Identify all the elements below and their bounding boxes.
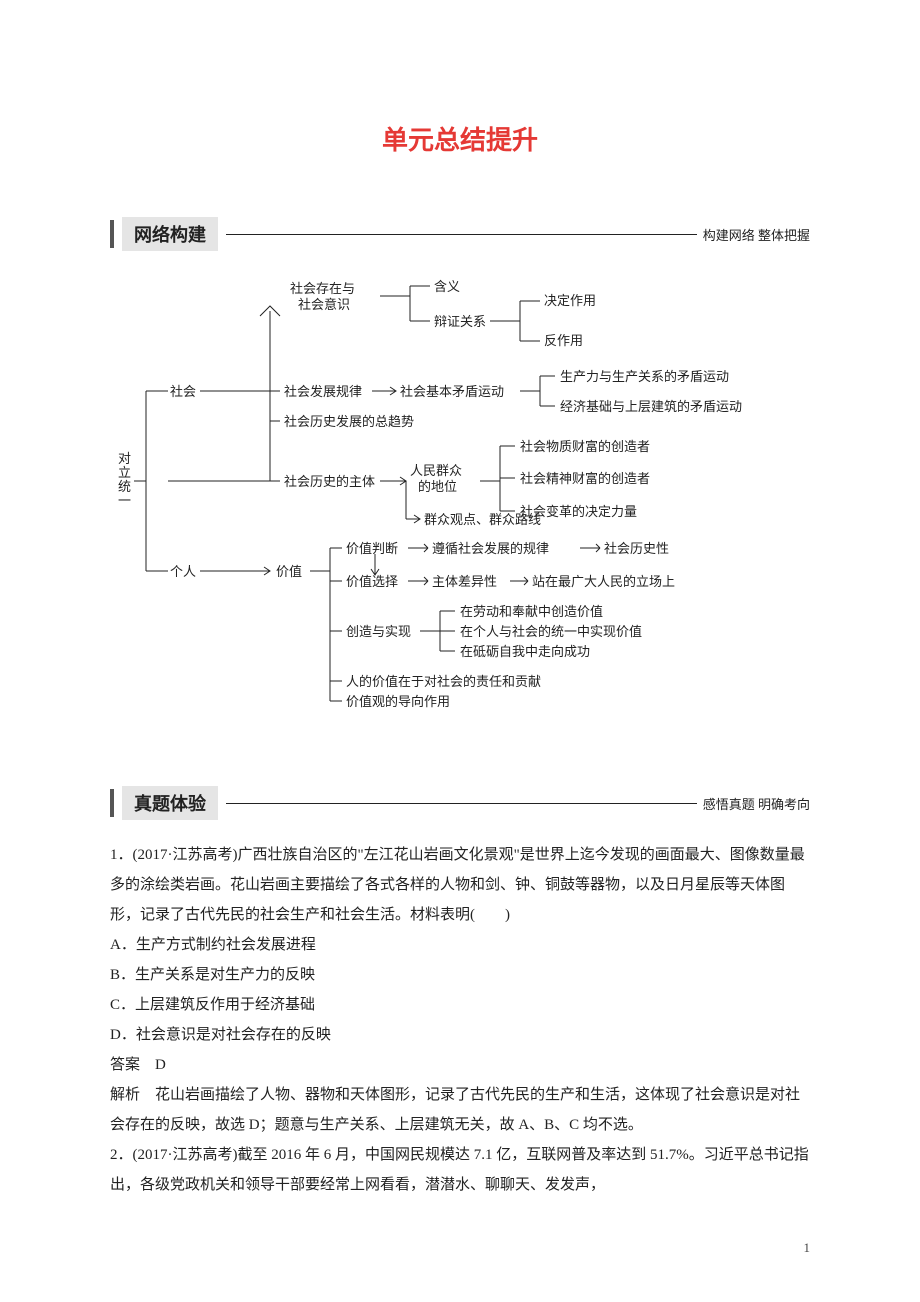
- page-number: 1: [110, 1240, 810, 1256]
- q1-option-b: B．生产关系是对生产力的反映: [110, 960, 810, 990]
- section-caption-exam: 感悟真题 明确考向: [703, 794, 810, 813]
- node-wzcf: 社会物质财富的创造者: [520, 439, 650, 454]
- section-header-exam: 真题体验 感悟真题 明确考向: [110, 786, 810, 820]
- node-bzgx: 辩证关系: [434, 314, 486, 329]
- node-duili3: 统: [118, 479, 131, 494]
- q1-explain: 解析 花山岩画描绘了人物、器物和天体图形，记录了古代先民的生产和生活，这体现了社…: [110, 1080, 810, 1140]
- section-label-exam: 真题体验: [122, 786, 218, 820]
- node-czsx: 创造与实现: [346, 624, 411, 639]
- node-jzgdx: 价值观的导向作用: [346, 694, 450, 709]
- section-bar: [110, 220, 114, 248]
- page-title: 单元总结提升: [110, 120, 810, 157]
- node-shlsfz: 社会历史发展的总趋势: [284, 414, 414, 429]
- q1-option-d: D．社会意识是对社会存在的反映: [110, 1020, 810, 1050]
- node-jscf: 社会精神财富的创造者: [520, 471, 650, 486]
- node-shlsx: 社会历史性: [604, 541, 669, 556]
- node-sczy2: 社会意识: [298, 297, 350, 312]
- q1-option-c: C．上层建筑反作用于经济基础: [110, 990, 810, 1020]
- diagram-svg: 对 立 统 一 社会 个人 社会存在与 社会意识 含义 辩证关系 决定作用 反作…: [110, 271, 810, 751]
- node-scl: 生产力与生产关系的矛盾运动: [560, 369, 729, 384]
- node-jdzy: 决定作用: [544, 293, 596, 308]
- node-shehui: 社会: [170, 384, 196, 399]
- node-shlszt: 社会历史的主体: [284, 474, 375, 489]
- section-bar: [110, 789, 114, 817]
- node-shfgl: 社会发展规律: [284, 384, 362, 399]
- q2-stem: 2．(2017·江苏高考)截至 2016 年 6 月，中国网民规模达 7.1 亿…: [110, 1140, 810, 1200]
- node-zzgd: 站在最广大人民的立场上: [532, 574, 675, 589]
- node-jzxz: 价值选择: [346, 574, 398, 589]
- page: 单元总结提升 网络构建 构建网络 整体把握: [0, 0, 920, 1296]
- node-rmqz1: 人民群众: [410, 463, 462, 478]
- node-ztcy: 主体差异性: [432, 574, 497, 589]
- node-hanyi: 含义: [434, 279, 460, 294]
- node-jiazhi: 价值: [276, 564, 302, 579]
- node-rmqz2: 的地位: [418, 479, 457, 494]
- node-shjmyd: 社会基本矛盾运动: [400, 384, 504, 399]
- node-sczy1: 社会存在与: [290, 281, 355, 296]
- q1-answer: 答案 D: [110, 1050, 810, 1080]
- node-fzy: 反作用: [544, 333, 583, 348]
- node-duili4: 一: [118, 493, 131, 508]
- q1-option-a: A．生产方式制约社会发展进程: [110, 930, 810, 960]
- section-line: [226, 234, 697, 235]
- node-dlzs: 在砥砺自我中走向成功: [460, 644, 590, 659]
- node-grsh: 在个人与社会的统一中实现价值: [460, 624, 642, 639]
- question-block: 1．(2017·江苏高考)广西壮族自治区的"左江花山岩画文化景观"是世界上迄今发…: [110, 840, 810, 1200]
- node-jzpd: 价值判断: [346, 541, 398, 556]
- section-label-network: 网络构建: [122, 217, 218, 251]
- node-jjc: 经济基础与上层建筑的矛盾运动: [560, 399, 742, 414]
- section-line: [226, 803, 697, 804]
- section-caption-network: 构建网络 整体把握: [703, 225, 810, 244]
- concept-diagram: 对 立 统 一 社会 个人 社会存在与 社会意识 含义 辩证关系 决定作用 反作…: [110, 271, 810, 756]
- node-qzgd: 群众观点、群众路线: [424, 512, 541, 527]
- node-duili: 对: [118, 451, 131, 466]
- node-zxgl: 遵循社会发展的规律: [432, 541, 549, 556]
- q1-stem: 1．(2017·江苏高考)广西壮族自治区的"左江花山岩画文化景观"是世界上迄今发…: [110, 840, 810, 930]
- node-duili2: 立: [118, 465, 131, 480]
- node-rjz: 人的价值在于对社会的责任和贡献: [346, 674, 541, 689]
- section-header-network: 网络构建 构建网络 整体把握: [110, 217, 810, 251]
- node-ldfx: 在劳动和奉献中创造价值: [460, 604, 603, 619]
- node-geren: 个人: [170, 564, 196, 579]
